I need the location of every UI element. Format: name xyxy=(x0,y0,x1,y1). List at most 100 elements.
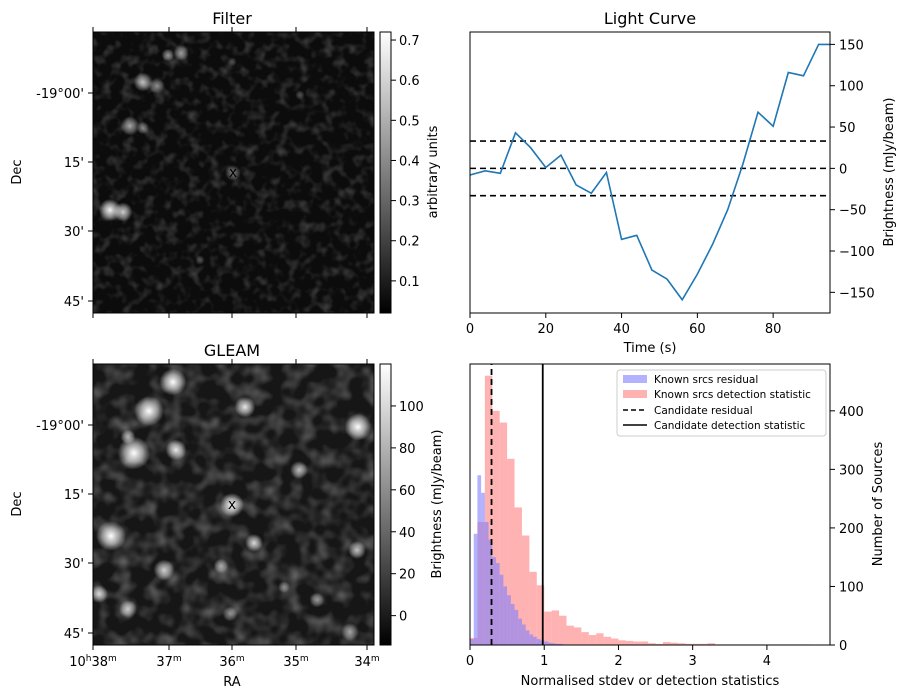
lc-x-tick-label: 40 xyxy=(613,322,630,337)
filter-source xyxy=(295,90,305,100)
lc-y-tick-label: −100 xyxy=(839,245,875,260)
filter-image xyxy=(93,32,374,313)
dec-tick-label: 15' xyxy=(64,156,84,171)
gleam-source xyxy=(93,585,108,603)
histogram-bar xyxy=(581,632,589,645)
filter-colorbar xyxy=(380,32,391,313)
filter-colorbar-ticks: 0.1 0.2 0.3 0.4 0.5 0.6 0.7 xyxy=(391,34,420,290)
histogram-bar xyxy=(510,604,515,645)
histogram-bar xyxy=(529,571,537,645)
filter-source xyxy=(149,78,165,94)
histogram-bar xyxy=(492,557,496,645)
hist-x-tick-label: 0 xyxy=(466,654,474,669)
histogram-bar xyxy=(473,533,478,645)
histogram-bar xyxy=(596,633,604,645)
hist-y-tick-label: 0 xyxy=(839,639,847,654)
light-curve-xlabel: Time (s) xyxy=(623,341,677,356)
histogram-bar xyxy=(514,507,522,645)
histogram-bar xyxy=(547,642,552,645)
light-curve-ylabel: Brightness (mJy/beam) xyxy=(882,98,897,247)
histogram-bar xyxy=(521,535,530,645)
filter-source xyxy=(136,121,150,135)
legend-swatch-residual xyxy=(623,375,647,383)
dec-tick-label: 30' xyxy=(64,557,84,572)
filter-source xyxy=(161,48,175,62)
light-curve-title: Light Curve xyxy=(604,9,696,28)
histogram-bar xyxy=(518,618,522,645)
candidate-x-marker: x xyxy=(228,497,236,513)
histogram-bar xyxy=(633,641,641,645)
histogram-bar xyxy=(529,634,534,645)
ra-tick-label: 35m xyxy=(283,654,308,670)
histogram-bar xyxy=(618,640,626,645)
lc-x-tick-label: 60 xyxy=(689,322,706,337)
colorbar-tick-label: 0.2 xyxy=(399,235,420,250)
lc-y-tick-label: −150 xyxy=(839,286,875,301)
histogram-bar xyxy=(525,630,530,645)
filter-source xyxy=(133,72,153,92)
histogram-xlabel: Normalised stdev or detection statistics xyxy=(521,674,780,689)
histogram-bar xyxy=(611,638,619,645)
dec-tick-label: 30' xyxy=(64,225,84,240)
hist-y-tick-label: 100 xyxy=(839,580,864,595)
lc-x-tick-label: 80 xyxy=(765,322,782,337)
dec-tick-label: 45' xyxy=(64,627,84,642)
lc-y-tick-label: 100 xyxy=(839,80,864,95)
filter-ylabel: Dec xyxy=(10,159,25,184)
colorbar-tick-label: 40 xyxy=(399,526,416,541)
histogram-bar xyxy=(559,643,563,645)
filter-source xyxy=(195,255,205,265)
histogram-bar xyxy=(692,643,701,645)
histogram-bar xyxy=(662,642,671,645)
gleam-image xyxy=(93,364,374,645)
colorbar-tick-label: 0.1 xyxy=(399,275,420,290)
histogram-bar xyxy=(648,643,656,645)
histogram-bar xyxy=(677,643,686,645)
filter-source xyxy=(120,116,140,136)
histogram-bar xyxy=(707,643,715,645)
histogram-bar xyxy=(499,574,504,645)
filter-source xyxy=(173,45,189,61)
gleam-ylabel: Dec xyxy=(10,491,25,516)
histogram-bar xyxy=(521,624,526,645)
histogram-bar xyxy=(533,636,537,645)
lc-y-tick-label: 0 xyxy=(839,162,847,177)
histogram-bar xyxy=(640,641,649,645)
histogram-bar xyxy=(544,641,548,645)
legend-label-candidate-detection: Candidate detection statistic xyxy=(654,420,806,432)
colorbar-tick-label: 20 xyxy=(399,568,416,583)
colorbar-tick-label: 100 xyxy=(399,400,424,415)
histogram-bar xyxy=(655,643,663,645)
colorbar-tick-label: 0.4 xyxy=(399,154,420,169)
gleam-colorbar-ticks: 0 20 40 60 80 100 xyxy=(391,400,424,625)
histogram-bar xyxy=(670,642,678,645)
histogram-bar xyxy=(573,627,582,645)
hist-x-tick-label: 2 xyxy=(614,654,622,669)
colorbar-tick-label: 0.5 xyxy=(399,114,420,129)
filter-ra-ticks xyxy=(92,27,368,318)
legend-label-detection: Known srcs detection statistic xyxy=(654,389,811,401)
histogram-bar xyxy=(470,639,474,645)
histogram-bar xyxy=(588,635,597,645)
ra-tick-label: 34m xyxy=(354,654,379,670)
hist-x-tick-label: 3 xyxy=(689,654,697,669)
gleam-source xyxy=(96,521,126,551)
gleam-dec-ticks: -19°00' 15' 30' 45' xyxy=(36,419,93,642)
legend-swatch-detection xyxy=(623,390,647,398)
gleam-source xyxy=(341,623,359,641)
gleam-source xyxy=(159,368,187,396)
hist-y-tick-label: 400 xyxy=(839,405,864,420)
histogram-bar xyxy=(685,643,693,645)
gleam-source xyxy=(290,461,308,479)
histogram-bar xyxy=(536,639,541,645)
gleam-source xyxy=(309,592,325,608)
light-curve-frame xyxy=(469,31,831,314)
lc-x-tick-label: 0 xyxy=(466,322,474,337)
gleam-source xyxy=(153,559,175,581)
gleam-source xyxy=(134,396,164,426)
candidate-marker: x xyxy=(229,165,237,181)
filter-source xyxy=(113,202,133,222)
filter-colorbar-label: arbitrary units xyxy=(426,125,441,218)
histogram-bar xyxy=(503,586,508,645)
legend-label-residual: Known srcs residual xyxy=(654,374,758,386)
